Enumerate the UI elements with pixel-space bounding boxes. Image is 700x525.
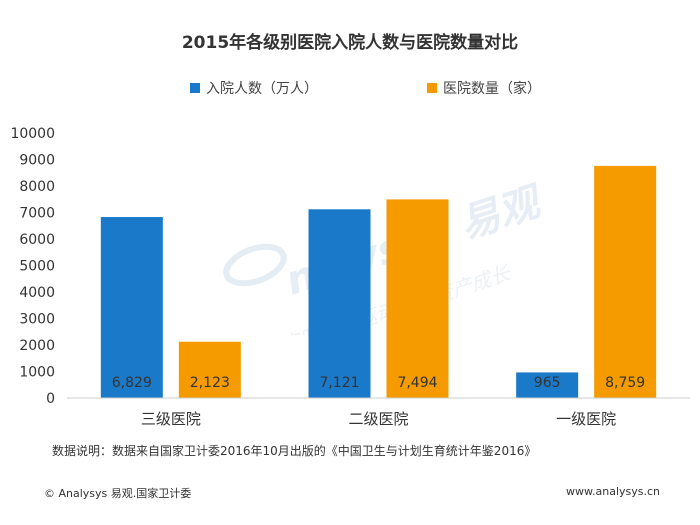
bar-data-label: 7,494	[397, 375, 437, 391]
y-tick-label: 0	[46, 391, 55, 407]
bar-admissions	[308, 209, 371, 398]
footer-copyright: © Analysys 易观.国家卫计委	[44, 487, 192, 500]
bar-hospitals	[178, 341, 241, 398]
bar-data-label: 965	[534, 375, 561, 391]
legend-item-hospitals: 医院数量（家）	[427, 78, 541, 98]
chart-title: 2015年各级别医院入院人数与医院数量对比	[181, 33, 519, 53]
y-tick-label: 4000	[19, 285, 55, 301]
legend-label-hospitals: 医院数量（家）	[443, 81, 541, 97]
y-tick-label: 2000	[19, 338, 55, 354]
bars: 6,829 2,123 7,121 7,494 965 8,759	[100, 165, 657, 398]
bar-data-label: 6,829	[112, 375, 152, 391]
legend-swatch-hospitals	[427, 83, 437, 93]
bar-data-label: 2,123	[190, 375, 230, 391]
y-tick-label: 5000	[19, 259, 55, 275]
y-tick-label: 6000	[19, 232, 55, 248]
legend-swatch-admissions	[190, 83, 200, 93]
y-tick-label: 10000	[10, 126, 55, 142]
y-tick-label: 8000	[19, 179, 55, 195]
y-tick-label: 3000	[19, 312, 55, 328]
legend: 入院人数（万人） 医院数量（家）	[0, 78, 700, 98]
bar-admissions	[516, 372, 579, 398]
bar-chart: 0 1000 2000 3000 4000 5000 6000 7000 8000 9000 100…	[10, 126, 690, 428]
y-tick-label: 1000	[19, 365, 55, 381]
bar-admissions	[100, 217, 163, 398]
data-source-note: 数据说明：数据来自国家卫计委2016年10月出版的《中国卫生与计划生育统计年鉴2…	[52, 444, 537, 458]
bar-data-label: 7,121	[319, 375, 359, 391]
y-tick-label: 9000	[19, 153, 55, 169]
y-tick-label: 7000	[19, 206, 55, 222]
bar-data-label: 8,759	[605, 375, 645, 391]
legend-item-admissions: 入院人数（万人）	[190, 78, 318, 98]
bar-hospitals	[386, 199, 449, 398]
footer-website[interactable]: www.analysys.cn	[566, 485, 660, 498]
x-category-label: 一级医院	[556, 410, 616, 428]
bar-hospitals	[594, 165, 657, 398]
legend-label-admissions: 入院人数（万人）	[206, 81, 318, 97]
y-axis: 0 1000 2000 3000 4000 5000 6000 7000 8000 9000 100…	[10, 126, 55, 407]
x-category-label: 三级医院	[141, 410, 201, 428]
x-axis: 三级医院 二级医院 一级医院	[67, 397, 690, 428]
x-category-label: 二级医院	[348, 410, 408, 428]
